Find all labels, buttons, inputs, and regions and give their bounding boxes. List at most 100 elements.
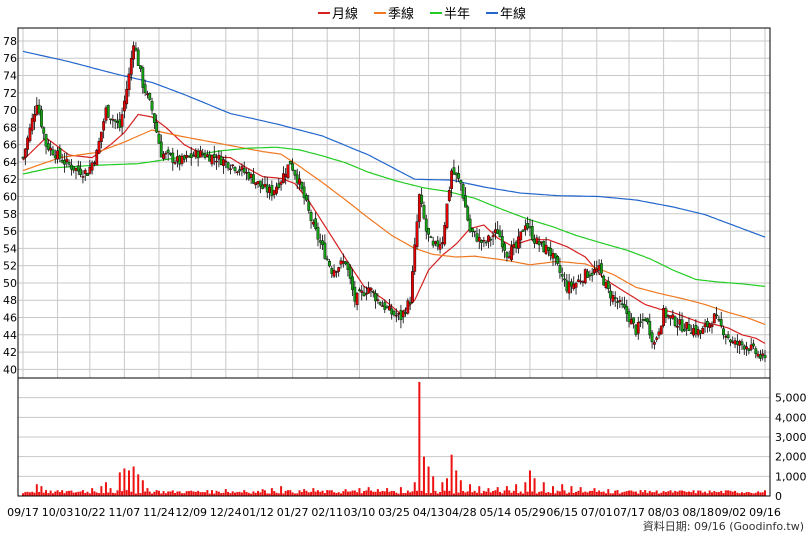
volume-bar <box>708 490 711 496</box>
volume-bar <box>757 491 760 496</box>
candle-body <box>756 353 760 357</box>
volume-bar <box>243 490 246 496</box>
candle-body <box>606 280 610 290</box>
candle-body <box>581 281 585 283</box>
candle-body <box>445 203 449 228</box>
candle-body <box>339 260 343 265</box>
candle-body <box>157 133 161 144</box>
volume-bar <box>487 488 490 496</box>
candle-body <box>521 229 525 232</box>
volume-bar <box>584 491 587 496</box>
volume-bar <box>289 490 292 496</box>
candle-body <box>613 297 617 300</box>
volume-bar <box>222 492 225 496</box>
candle-body <box>724 335 728 338</box>
candle-body <box>440 242 444 245</box>
candle-body <box>358 289 361 292</box>
volume-bar <box>257 490 260 496</box>
volume-bar <box>510 492 513 496</box>
volume-bar <box>40 486 43 496</box>
volume-bar <box>321 490 324 496</box>
volume-bar <box>56 490 59 496</box>
volume-bar <box>478 486 481 496</box>
candle-body <box>323 242 327 259</box>
candle-body <box>284 174 288 178</box>
volume-bar <box>213 493 216 496</box>
candle-body <box>74 168 78 171</box>
candle-body <box>461 184 465 199</box>
volume-bar <box>558 491 561 496</box>
volume-bar <box>492 491 495 496</box>
volume-bar <box>464 492 467 496</box>
candle-body <box>258 180 262 187</box>
candle-body <box>500 236 504 248</box>
volume-bar <box>646 492 649 496</box>
candle-body <box>385 306 389 309</box>
candle-body <box>88 166 92 174</box>
volume-bar <box>254 492 257 496</box>
candle-body <box>275 186 278 194</box>
candle-body <box>496 229 500 235</box>
volume-bar <box>628 490 631 496</box>
candle-body <box>588 274 592 277</box>
volume-bar <box>418 381 421 496</box>
candle-body <box>491 235 495 238</box>
candle-body <box>452 167 456 175</box>
volume-bar <box>743 493 746 496</box>
volume-bar <box>75 492 77 496</box>
candle-body <box>609 290 613 299</box>
candle-body <box>567 281 571 294</box>
volume-bar <box>602 491 605 496</box>
x-tick-label: 03/10 <box>344 506 376 519</box>
volume-bar <box>268 493 271 496</box>
candle-body <box>330 268 334 274</box>
volume-bar <box>335 492 338 496</box>
candle-body <box>620 303 624 305</box>
volume-bar <box>475 492 478 496</box>
candle-body <box>556 256 560 264</box>
candle-body <box>185 155 189 158</box>
candle-body <box>546 246 550 251</box>
volume-bar <box>215 490 218 496</box>
candle-body <box>95 150 99 166</box>
volume-bar <box>24 492 27 496</box>
volume-bar <box>100 486 103 496</box>
volume-bar <box>517 493 520 496</box>
candle-body <box>742 345 746 350</box>
candle-body <box>758 354 762 359</box>
volume-bar <box>452 493 455 496</box>
candle-body <box>390 308 394 315</box>
candle-body <box>252 174 255 184</box>
price-tick-label: 44 <box>3 329 17 342</box>
candle-body <box>558 265 562 273</box>
volume-bar <box>531 491 534 496</box>
volume-bar <box>480 493 483 496</box>
volume-bar <box>413 482 416 496</box>
candle-body <box>404 312 407 314</box>
legend-label: 年線 <box>500 6 526 22</box>
volume-bar <box>45 490 48 496</box>
volume-bar <box>614 490 617 496</box>
volume-bar <box>395 492 398 496</box>
volume-bar <box>623 491 626 496</box>
candle-body <box>272 190 276 195</box>
volume-bar <box>674 490 677 496</box>
candle-body <box>597 265 601 271</box>
volume-bar <box>238 491 241 496</box>
volume-bar <box>653 492 656 496</box>
candle-body <box>148 93 152 100</box>
candle-body <box>616 301 619 303</box>
volume-bar <box>685 492 688 496</box>
candle-body <box>705 321 709 327</box>
volume-bar <box>496 487 499 496</box>
candle-body <box>348 266 352 279</box>
candle-body <box>143 84 147 93</box>
volume-bar <box>259 492 262 496</box>
candle-body <box>447 190 451 201</box>
candle-body <box>152 113 156 123</box>
volume-bar <box>658 493 660 496</box>
candle-body <box>514 241 518 249</box>
candle-body <box>470 228 474 232</box>
candle-body <box>86 173 89 176</box>
volume-bar <box>676 491 679 496</box>
